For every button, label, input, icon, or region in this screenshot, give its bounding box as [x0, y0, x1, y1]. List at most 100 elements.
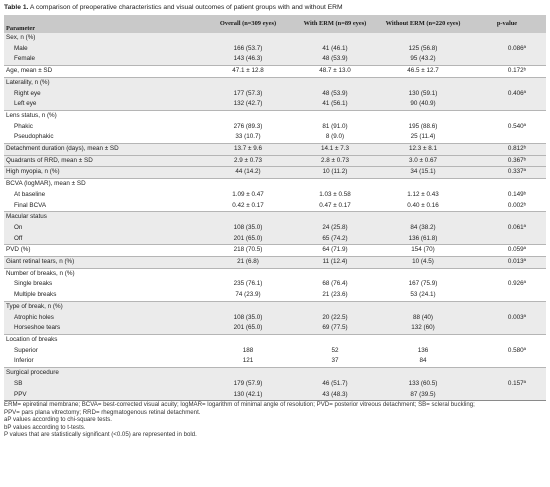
- without-erm-cell: 10 (4.5): [378, 256, 468, 269]
- table-row: Left eye 132 (42.7) 41 (56.1) 90 (40.9): [4, 99, 546, 111]
- parameter-cell: Female: [4, 54, 204, 66]
- table-header-row: Parameter Overall (n=309 eyes) With ERM …: [4, 15, 546, 33]
- p-value-cell: [468, 356, 546, 367]
- p-value-cell: 0.013ª: [468, 256, 546, 269]
- overall-cell: 108 (35.0): [204, 222, 292, 234]
- overall-cell: 0.42 ± 0.17: [232, 201, 264, 209]
- p-value-cell: 0.406ª: [468, 88, 546, 100]
- overall-cell: [204, 367, 292, 379]
- with-erm-cell: 68 (76.4): [322, 280, 348, 288]
- parameter-cell: Inferior: [14, 357, 34, 365]
- overall-cell: [204, 109, 292, 122]
- without-erm-cell: 167 (75.9): [408, 280, 438, 288]
- header-overall: Overall (n=309 eyes): [204, 15, 292, 33]
- table-row: Macular status: [4, 211, 546, 223]
- table-row: Phakic 276 (89.3) 81 (91.0) 195 (88.6) 0.540…: [4, 122, 546, 133]
- overall-cell: 21 (6.8): [204, 256, 292, 269]
- table-row: BCVA (logMAR), mean ± SD: [4, 178, 546, 190]
- p-value-cell: [468, 178, 546, 190]
- header-without-erm: Without ERM (n=220 eyes): [378, 15, 468, 33]
- header-with-erm: With ERM (n=89 eyes): [292, 15, 378, 33]
- table-row: Surgical procedure: [4, 367, 546, 379]
- table-row: Final BCVA 0.42 ± 0.17 0.47 ± 0.17 0.40 ± 0…: [4, 201, 546, 212]
- p-value-cell: [468, 99, 546, 111]
- with-erm-cell: 8 (9.0): [325, 133, 345, 141]
- overall-cell: 201 (65.0): [204, 323, 292, 335]
- parameter-cell: PPV: [4, 389, 204, 401]
- table-row: PPV 130 (42.1) 43 (48.3) 87 (39.5): [4, 389, 546, 401]
- parameter-cell: Giant retinal tears, n (%): [4, 256, 204, 269]
- footnote-chi-square: aP values according to chi-square tests.: [4, 416, 112, 424]
- overall-cell: [204, 178, 292, 190]
- parameter-cell: Right eye: [4, 88, 204, 100]
- with-erm-cell: [292, 333, 378, 346]
- parameter-cell: Lens status, n (%): [4, 109, 204, 122]
- with-erm-cell: 10 (11.2): [292, 166, 378, 179]
- p-value-cell: [468, 233, 546, 245]
- parameter-cell: Quadrants of RRD, mean ± SD: [4, 154, 204, 167]
- parameter-cell: Type of break, n (%): [4, 300, 204, 313]
- table-row: On 108 (35.0) 24 (25.8) 84 (38.2) 0.061ª: [4, 222, 546, 234]
- without-erm-cell: 87 (39.5): [378, 389, 468, 401]
- parameter-cell: On: [4, 222, 204, 234]
- parameter-cell: Superior: [14, 346, 38, 354]
- p-value-cell: [468, 211, 546, 223]
- table-row: Location of breaks: [4, 333, 546, 346]
- table-row: Quadrants of RRD, mean ± SD 2.9 ± 0.73 2.8…: [4, 154, 546, 167]
- overall-cell: 2.9 ± 0.73: [204, 154, 292, 167]
- without-erm-cell: 88 (40): [378, 312, 468, 324]
- table-row: Giant retinal tears, n (%) 21 (6.8) 11 (12…: [4, 256, 546, 269]
- parameter-cell: SB: [4, 378, 204, 390]
- characteristics-table: Parameter Overall (n=309 eyes) With ERM …: [4, 15, 546, 401]
- with-erm-cell: 14.1 ± 7.3: [292, 143, 378, 156]
- header-parameter: Parameter: [4, 15, 204, 33]
- table-row: Number of breaks, n (%): [4, 267, 546, 280]
- overall-cell: 13.7 ± 9.6: [204, 143, 292, 156]
- parameter-cell: Sex, n (%): [4, 33, 204, 44]
- p-value-cell: 0.061ª: [468, 222, 546, 234]
- without-erm-cell: [378, 367, 468, 379]
- with-erm-cell: [292, 33, 378, 44]
- table-body: Sex, n (%) Male 166 (53.7) 41 (46.1) 125 (56…: [4, 33, 546, 401]
- with-erm-cell: 37: [331, 357, 339, 365]
- parameter-cell: Left eye: [4, 99, 204, 111]
- parameter-cell: High myopia, n (%): [4, 166, 204, 179]
- overall-cell: 177 (57.3): [204, 88, 292, 100]
- overall-cell: 121: [242, 357, 254, 365]
- p-value-cell: [468, 33, 546, 44]
- overall-cell: 179 (57.9): [204, 378, 292, 390]
- without-erm-cell: 0.40 ± 0.16: [407, 201, 439, 209]
- parameter-cell: Age, mean ± SD: [4, 65, 204, 78]
- without-erm-cell: 84: [419, 357, 427, 365]
- parameter-cell: Off: [4, 233, 204, 245]
- without-erm-cell: 25 (11.4): [410, 133, 436, 141]
- parameter-cell: Pseudophakic: [14, 133, 54, 141]
- parameter-cell: Horseshoe tears: [4, 323, 204, 335]
- with-erm-cell: [292, 76, 378, 89]
- without-erm-cell: [378, 109, 468, 122]
- without-erm-cell: [378, 267, 468, 280]
- without-erm-cell: 136: [417, 346, 429, 354]
- p-value-cell: 0.149ᵇ: [507, 190, 526, 198]
- p-value-cell: [468, 132, 546, 143]
- p-value-cell: 0.812ᵇ: [468, 143, 546, 156]
- table-row: Single breaks 235 (76.1) 68 (76.4) 167 (75.…: [4, 279, 546, 290]
- overall-cell: 1.09 ± 0.47: [232, 190, 264, 198]
- without-erm-cell: 132 (60): [378, 323, 468, 335]
- caption-label: Table 1.: [4, 4, 29, 11]
- parameter-cell: Number of breaks, n (%): [4, 267, 204, 280]
- overall-cell: [204, 211, 292, 223]
- p-value-cell: [468, 109, 546, 122]
- without-erm-cell: 90 (40.9): [378, 99, 468, 111]
- footnote-significance: P values that are statistically signific…: [4, 431, 197, 439]
- overall-cell: [204, 33, 292, 44]
- p-value-cell: [468, 290, 546, 301]
- without-erm-cell: 136 (61.8): [378, 233, 468, 245]
- without-erm-cell: 3.0 ± 0.67: [378, 154, 468, 167]
- with-erm-cell: [292, 267, 378, 280]
- table-caption: Table 1. A comparison of preoperative ch…: [4, 3, 546, 12]
- without-erm-cell: 1.12 ± 0.43: [407, 190, 439, 198]
- without-erm-cell: 195 (88.6): [408, 122, 438, 130]
- parameter-cell: PVD (%): [4, 244, 204, 257]
- table-row: Type of break, n (%): [4, 300, 546, 313]
